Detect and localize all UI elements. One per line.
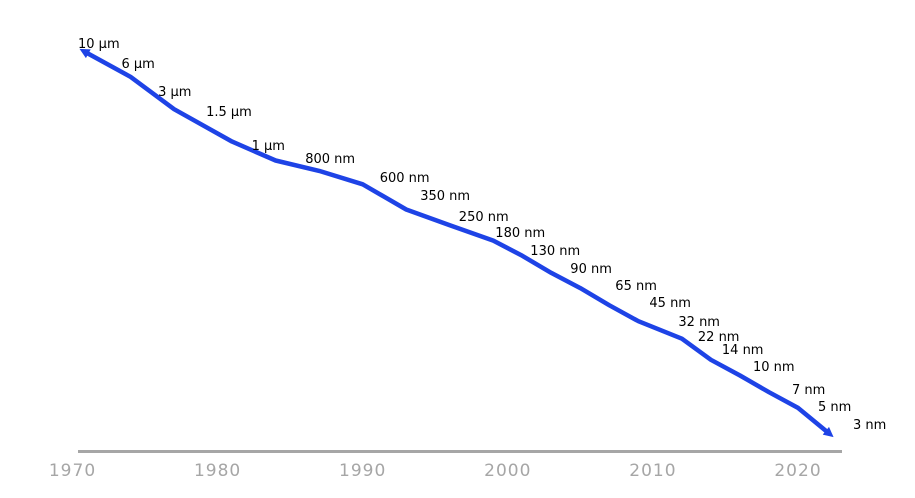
point-label: 90 nm [570,261,612,277]
point-label: 45 nm [649,296,691,312]
point-label: 5 nm [818,399,852,415]
point-label: 180 nm [495,225,546,241]
point-label: 10 µm [78,37,120,52]
point-label: 3 nm [853,417,887,433]
point-label: 250 nm [458,210,509,226]
point-label: 130 nm [530,243,581,259]
point-label: 65 nm [615,279,657,295]
point-label: 32 nm [678,315,720,331]
point-label: 600 nm [379,171,430,187]
x-axis-line [78,449,842,453]
point-label: 7 nm [792,383,826,399]
x-tick-label: 1980 [193,461,242,481]
point-label: 10 nm [753,359,795,375]
x-tick-label: 2000 [484,461,532,481]
trend-line [79,48,834,438]
point-label: 22 nm [697,329,740,345]
x-tick-label: 1970 [48,461,97,481]
x-tick-label: 1990 [339,461,387,481]
point-label: 1.5 µm [206,104,252,120]
point-label: 14 nm [721,342,764,358]
point-label: 800 nm [305,151,356,167]
point-label: 1 µm [251,138,285,154]
x-tick-label: 2010 [629,461,677,481]
point-label: 3 µm [158,85,192,101]
point-label: 6 µm [121,56,155,72]
x-tick-label: 2020 [774,461,822,481]
point-label: 350 nm [420,188,471,204]
